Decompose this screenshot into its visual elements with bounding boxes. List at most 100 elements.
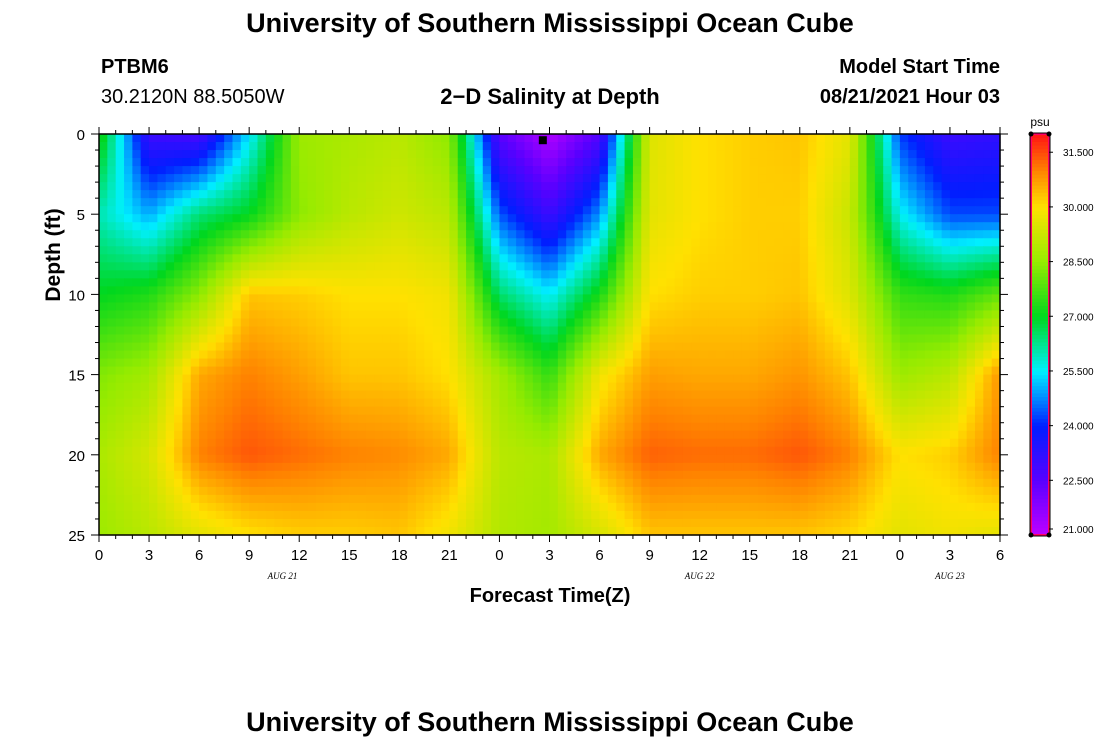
heatmap-cell	[482, 222, 492, 231]
heatmap-cell	[966, 366, 976, 376]
heatmap-cell	[983, 318, 993, 328]
heatmap-cell	[983, 302, 993, 312]
heatmap-cell	[390, 238, 400, 247]
heatmap-cell	[874, 446, 884, 456]
heatmap-cell	[416, 390, 425, 400]
heatmap-cell	[99, 166, 108, 175]
heatmap-cell	[140, 454, 150, 464]
heatmap-cell	[199, 358, 209, 368]
heatmap-cell	[774, 390, 784, 400]
heatmap-cell	[182, 166, 192, 175]
heatmap-cell	[482, 358, 492, 368]
heatmap-cell	[883, 414, 893, 424]
heatmap-cell	[733, 254, 742, 263]
heatmap-cell	[632, 142, 642, 151]
heatmap-cell	[407, 286, 417, 295]
heatmap-cell	[215, 326, 225, 336]
heatmap-cell	[249, 134, 259, 143]
heatmap-cell	[516, 270, 526, 279]
heatmap-cell	[849, 422, 859, 432]
heatmap-cell	[491, 150, 501, 159]
heatmap-cell	[941, 358, 951, 368]
heatmap-cell	[983, 190, 993, 199]
heatmap-cell	[624, 238, 634, 247]
heatmap-cell	[574, 366, 584, 376]
heatmap-cell	[174, 214, 184, 223]
heatmap-cell	[199, 158, 209, 167]
heatmap-cell	[824, 454, 834, 464]
heatmap-cell	[582, 150, 592, 159]
heatmap-cell	[424, 230, 434, 239]
heatmap-cell	[240, 446, 250, 456]
heatmap-cell	[816, 454, 826, 464]
heatmap-cell	[224, 214, 234, 223]
heatmap-cell	[641, 230, 651, 239]
heatmap-cell	[541, 198, 551, 207]
heatmap-cell	[232, 470, 242, 480]
heatmap-cell	[365, 414, 375, 424]
heatmap-cell	[290, 422, 300, 432]
heatmap-cell	[616, 374, 626, 384]
heatmap-cell	[808, 310, 818, 320]
heatmap-cell	[199, 270, 209, 279]
heatmap-cell	[641, 310, 651, 320]
heatmap-cell	[849, 326, 859, 336]
heatmap-cell	[482, 166, 492, 175]
heatmap-cell	[249, 254, 259, 263]
heatmap-cell	[207, 390, 217, 400]
heatmap-cell	[591, 438, 601, 448]
heatmap-cell	[124, 246, 133, 255]
heatmap-cell	[215, 150, 225, 159]
heatmap-cell	[249, 206, 259, 215]
heatmap-cell	[916, 134, 926, 143]
heatmap-cell	[841, 454, 851, 464]
heatmap-cell	[207, 286, 217, 295]
heatmap-cell	[758, 214, 767, 223]
heatmap-cell	[524, 278, 534, 287]
heatmap-cell	[549, 222, 559, 231]
heatmap-cell	[874, 470, 884, 480]
heatmap-cell	[816, 174, 826, 183]
heatmap-cell	[99, 470, 108, 480]
heatmap-cell	[616, 230, 626, 239]
heatmap-cell	[441, 358, 450, 368]
heatmap-cell	[132, 390, 142, 400]
heatmap-cell	[941, 286, 951, 295]
heatmap-cell	[607, 334, 617, 344]
heatmap-cell	[949, 214, 959, 223]
heatmap-cell	[582, 470, 592, 480]
heatmap-cell	[783, 190, 793, 199]
heatmap-cell	[532, 342, 542, 352]
heatmap-cell	[716, 294, 726, 304]
heatmap-cell	[99, 230, 108, 239]
heatmap-cell	[699, 398, 709, 408]
heatmap-cell	[115, 326, 125, 336]
heatmap-cell	[140, 374, 150, 384]
heatmap-cell	[649, 182, 659, 191]
heatmap-cell	[516, 406, 526, 416]
heatmap-cell	[974, 326, 984, 336]
heatmap-cell	[140, 406, 150, 416]
heatmap-cell	[949, 406, 959, 416]
heatmap-cell	[482, 326, 492, 336]
heatmap-cell	[599, 326, 609, 336]
heatmap-cell	[507, 302, 517, 312]
heatmap-cell	[791, 262, 801, 271]
heatmap-cell	[124, 446, 133, 456]
heatmap-cell	[641, 326, 651, 336]
heatmap-cell	[224, 190, 234, 199]
heatmap-cell	[991, 494, 1001, 504]
heatmap-cell	[666, 158, 676, 167]
heatmap-cell	[958, 366, 968, 376]
heatmap-cell	[624, 494, 634, 504]
heatmap-cell	[140, 470, 150, 480]
heatmap-cell	[474, 470, 484, 480]
heatmap-cell	[315, 262, 325, 271]
heatmap-cell	[649, 390, 659, 400]
heatmap-cell	[257, 262, 267, 271]
heatmap-cell	[916, 390, 926, 400]
heatmap-cell	[783, 198, 793, 207]
heatmap-cell	[974, 454, 984, 464]
heatmap-cell	[265, 254, 275, 263]
heatmap-cell	[674, 390, 684, 400]
